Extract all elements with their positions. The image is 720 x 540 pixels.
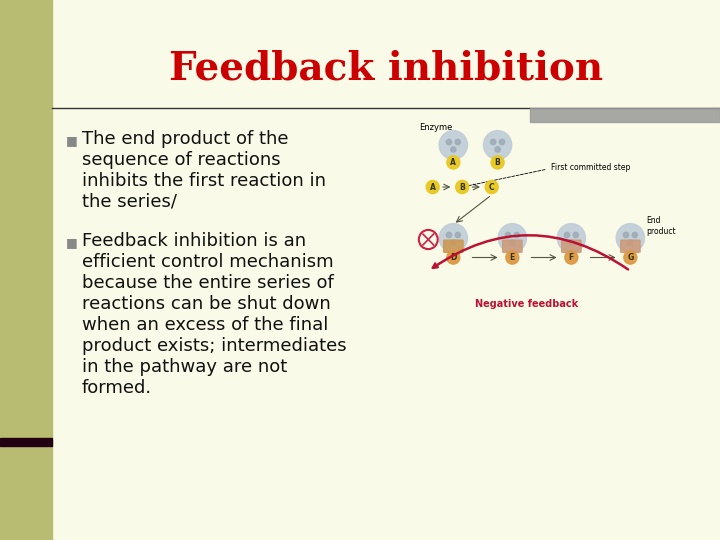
Text: inhibits the first reaction in: inhibits the first reaction in <box>82 172 326 190</box>
FancyArrowPatch shape <box>433 235 628 269</box>
Circle shape <box>490 139 496 145</box>
Circle shape <box>500 139 505 145</box>
Text: product exists; intermediates: product exists; intermediates <box>82 337 346 355</box>
Circle shape <box>446 232 451 238</box>
Circle shape <box>573 232 578 238</box>
Circle shape <box>446 139 451 145</box>
Text: formed.: formed. <box>82 379 152 397</box>
Bar <box>0 0 52 540</box>
FancyBboxPatch shape <box>562 240 581 252</box>
Text: G: G <box>627 253 634 262</box>
Circle shape <box>455 232 460 238</box>
Circle shape <box>616 224 644 252</box>
Circle shape <box>495 147 500 152</box>
Text: Feedback inhibition: Feedback inhibition <box>169 49 603 87</box>
Text: End
product: End product <box>647 217 676 235</box>
Circle shape <box>506 251 519 264</box>
Text: First committed step: First committed step <box>551 163 630 172</box>
Circle shape <box>564 232 570 238</box>
Circle shape <box>624 251 637 264</box>
Circle shape <box>565 251 578 264</box>
Text: A: A <box>451 158 456 167</box>
Circle shape <box>447 251 460 264</box>
Circle shape <box>510 240 515 245</box>
Text: C: C <box>489 183 495 192</box>
Text: ■: ■ <box>66 236 78 249</box>
Circle shape <box>455 139 460 145</box>
Circle shape <box>498 224 526 252</box>
Text: in the pathway are not: in the pathway are not <box>82 358 287 376</box>
Circle shape <box>483 131 512 159</box>
Text: Enzyme: Enzyme <box>420 123 453 132</box>
Circle shape <box>447 156 460 169</box>
Circle shape <box>426 180 439 194</box>
Bar <box>530 108 720 122</box>
Circle shape <box>451 240 456 245</box>
Text: sequence of reactions: sequence of reactions <box>82 151 281 169</box>
FancyBboxPatch shape <box>444 240 463 252</box>
Text: Feedback inhibition is an: Feedback inhibition is an <box>82 232 306 250</box>
Circle shape <box>624 232 629 238</box>
Circle shape <box>514 232 519 238</box>
Text: E: E <box>510 253 515 262</box>
Circle shape <box>505 232 510 238</box>
Text: when an excess of the final: when an excess of the final <box>82 316 328 334</box>
FancyBboxPatch shape <box>503 240 522 252</box>
Circle shape <box>439 224 467 252</box>
Circle shape <box>456 180 469 194</box>
Circle shape <box>491 156 504 169</box>
Text: D: D <box>450 253 456 262</box>
Circle shape <box>569 240 574 245</box>
Circle shape <box>485 180 498 194</box>
Text: efficient control mechanism: efficient control mechanism <box>82 253 333 271</box>
Text: B: B <box>459 183 465 192</box>
Circle shape <box>632 232 637 238</box>
Circle shape <box>439 131 467 159</box>
Circle shape <box>628 240 633 245</box>
Circle shape <box>451 147 456 152</box>
Text: the series/: the series/ <box>82 193 177 211</box>
Text: A: A <box>430 183 436 192</box>
Text: ■: ■ <box>66 134 78 147</box>
Bar <box>0 438 52 446</box>
Text: Negative feedback: Negative feedback <box>475 299 579 309</box>
FancyBboxPatch shape <box>621 240 640 252</box>
Text: because the entire series of: because the entire series of <box>82 274 334 292</box>
Text: B: B <box>495 158 500 167</box>
Text: F: F <box>569 253 574 262</box>
Circle shape <box>557 224 585 252</box>
Text: The end product of the: The end product of the <box>82 130 289 148</box>
Text: reactions can be shut down: reactions can be shut down <box>82 295 330 313</box>
